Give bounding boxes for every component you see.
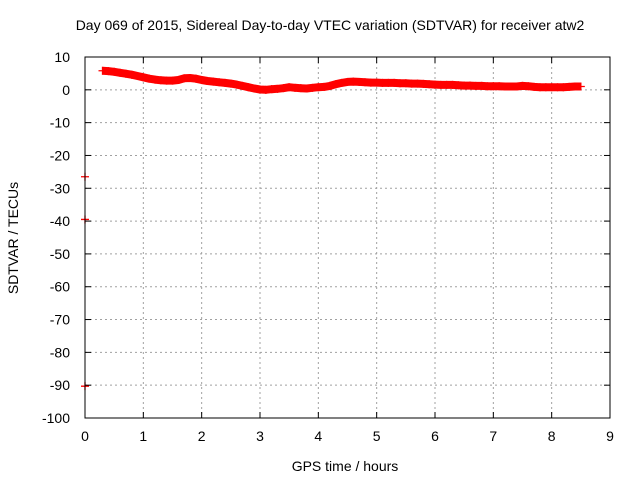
x-tick-label: 8: [548, 428, 556, 444]
y-tick-label: -90: [50, 377, 70, 393]
plot-frame: [84, 56, 611, 419]
y-tick-label: -40: [50, 213, 70, 229]
y-tick-label: -60: [50, 279, 70, 295]
x-tick-label: 7: [489, 428, 497, 444]
x-tick-label: 4: [314, 428, 322, 444]
y-tick-label: -80: [50, 344, 70, 360]
x-tick-label: 6: [431, 428, 439, 444]
grid-lines: [85, 57, 610, 418]
x-tick-label: 9: [606, 428, 614, 444]
x-tick-label: 1: [139, 428, 147, 444]
y-tick-label: -20: [50, 147, 70, 163]
x-tick-label: 0: [81, 428, 89, 444]
x-tick-label: 5: [373, 428, 381, 444]
x-tick-label: 3: [256, 428, 264, 444]
chart-title: Day 069 of 2015, Sidereal Day-to-day VTE…: [76, 17, 585, 33]
data-point-band: [102, 66, 581, 94]
y-tick-label: -50: [50, 246, 70, 262]
x-axis-label: GPS time / hours: [292, 458, 399, 474]
y-tick-label: -10: [50, 115, 70, 131]
y-tick-label: 0: [62, 82, 70, 98]
y-tick-label: -30: [50, 180, 70, 196]
y-tick-label: -100: [42, 410, 70, 426]
axis-ticks: 0 1 2 3 4 5 6 7 8 9 10 0 -10 -20 -30 -40 -50 -60 -70 -80 -90…: [42, 49, 614, 444]
y-tick-label: 10: [54, 49, 70, 65]
data-series: [81, 66, 585, 391]
y-tick-label: -70: [50, 312, 70, 328]
x-tick-label: 2: [198, 428, 206, 444]
y-axis-label: SDTVAR / TECUs: [5, 182, 21, 294]
